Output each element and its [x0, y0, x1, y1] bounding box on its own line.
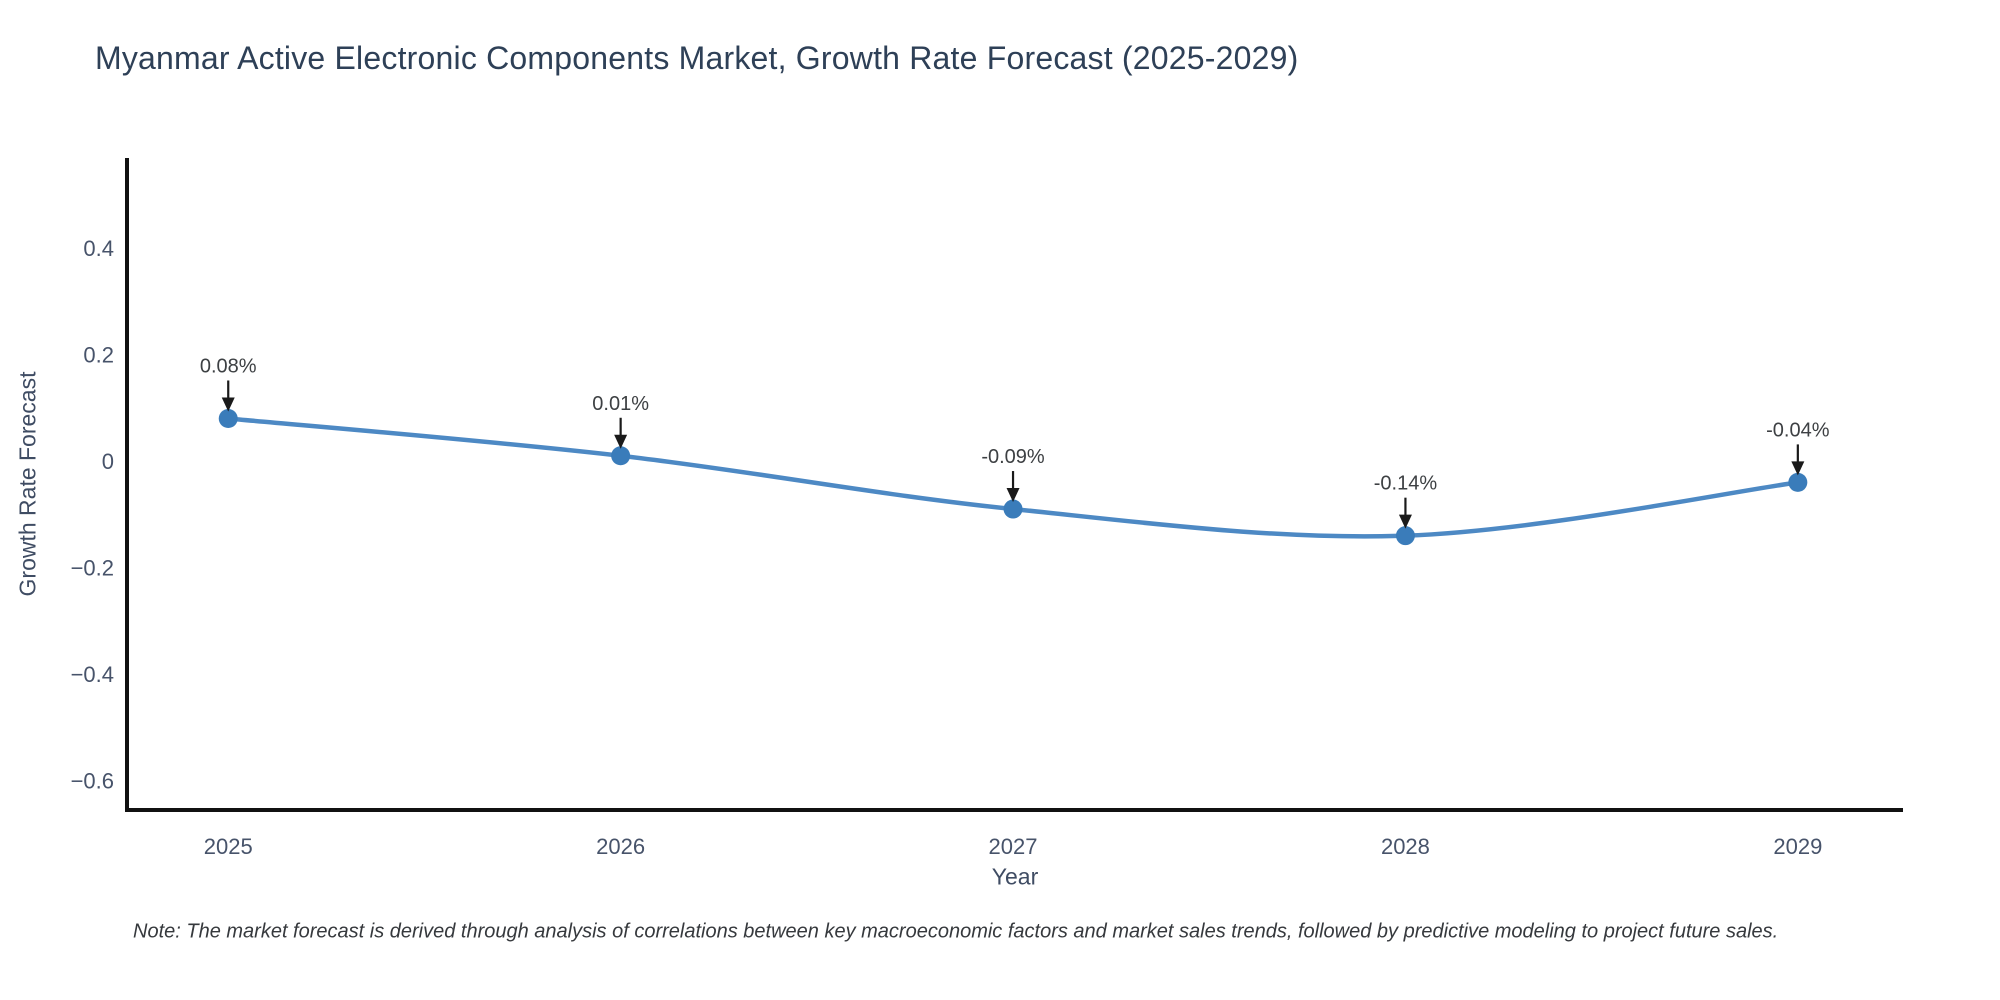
chart-title: Myanmar Active Electronic Components Mar…: [95, 40, 1299, 76]
axis-spines: [125, 158, 1903, 812]
annotation-arrowhead: [614, 434, 628, 449]
y-tick-label: 0.2: [83, 343, 114, 368]
y-tick-label: −0.2: [71, 556, 114, 581]
x-tick-label: 2028: [1381, 834, 1430, 859]
annotation-arrowhead: [1791, 461, 1805, 476]
x-tick-label: 2026: [596, 834, 645, 859]
data-point-marker: [1003, 499, 1023, 519]
data-point-label: 0.01%: [592, 393, 649, 415]
y-tick-label: −0.4: [71, 662, 114, 687]
y-tick-label: −0.6: [71, 769, 114, 794]
y-tick-label: 0.4: [83, 236, 114, 261]
x-tick-label: 2029: [1773, 834, 1822, 859]
data-point-marker: [1395, 526, 1415, 546]
data-point-label: -0.14%: [1374, 473, 1438, 495]
annotation-arrowhead: [1006, 488, 1020, 503]
data-point-label: -0.04%: [1766, 419, 1830, 441]
data-point-marker: [1788, 472, 1808, 492]
data-point-marker: [218, 408, 238, 428]
x-tick-label: 2027: [989, 834, 1038, 859]
x-axis-title: Year: [991, 863, 1039, 890]
chart-note: Note: The market forecast is derived thr…: [133, 920, 1779, 943]
x-tick-label: 2025: [204, 834, 253, 859]
data-point-marker: [611, 446, 631, 466]
data-point-label: -0.09%: [981, 446, 1045, 468]
annotation-arrowhead: [221, 397, 235, 412]
data-point-label: 0.08%: [200, 355, 257, 377]
y-tick-label: 0: [102, 449, 114, 474]
annotation-arrowhead: [1398, 514, 1412, 529]
